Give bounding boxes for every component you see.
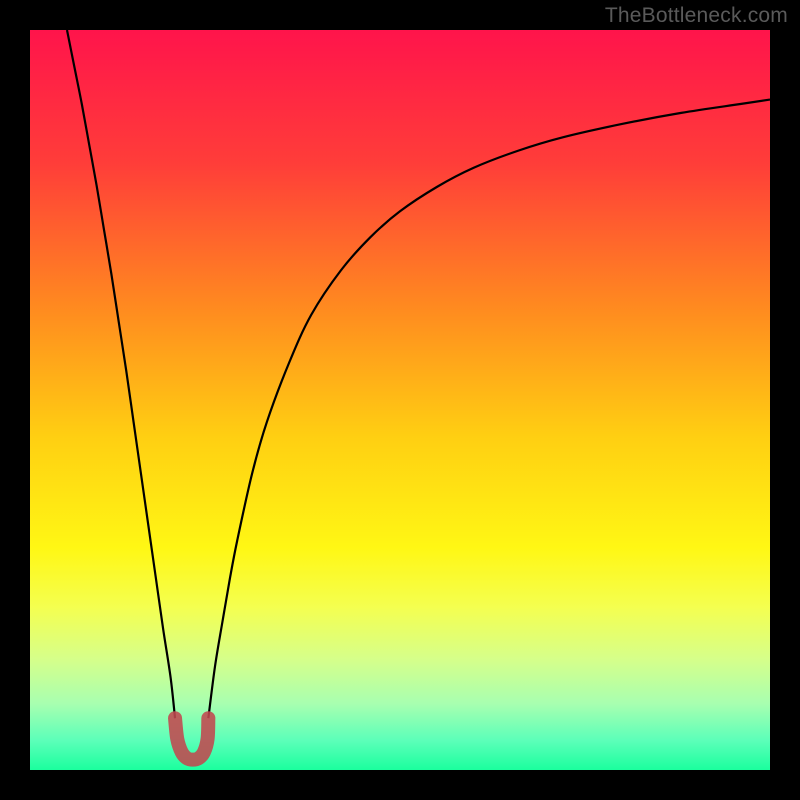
- curve-layer: [30, 30, 770, 770]
- curve-right: [208, 100, 770, 719]
- curve-left: [67, 30, 175, 718]
- watermark-text: TheBottleneck.com: [605, 4, 788, 28]
- valley-marker: [175, 718, 208, 759]
- chart-container: TheBottleneck.com: [0, 0, 800, 800]
- plot-area: [30, 30, 770, 770]
